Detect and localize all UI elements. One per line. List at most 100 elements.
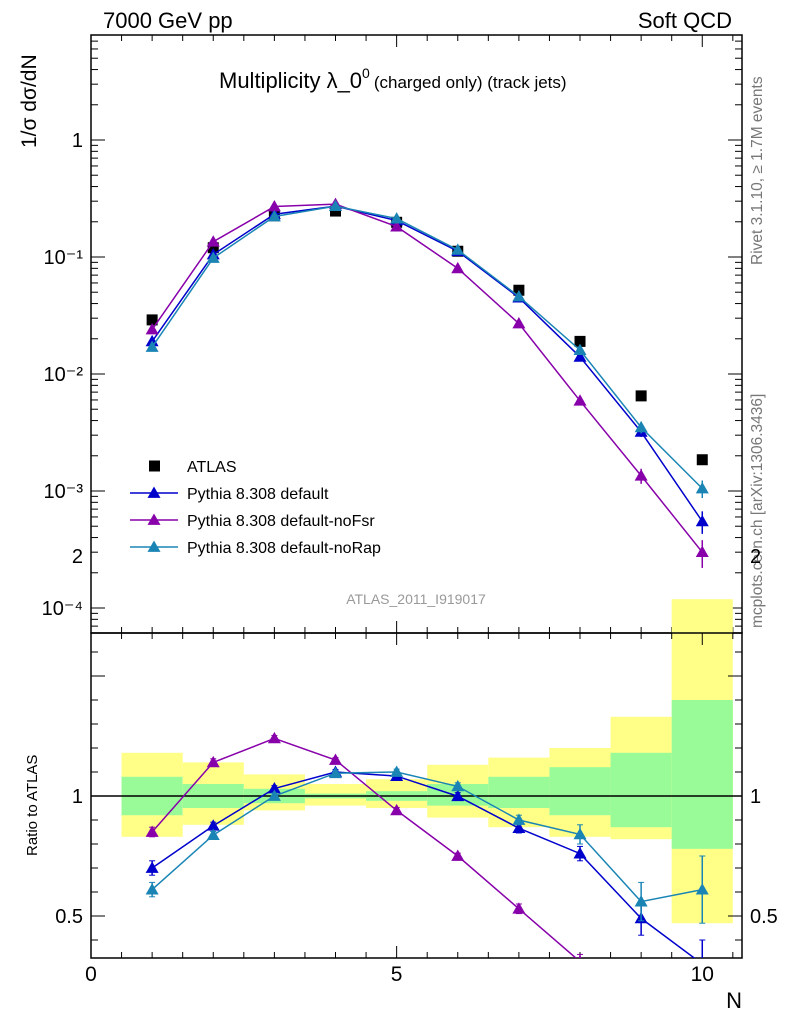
data-point bbox=[512, 317, 526, 329]
data-point bbox=[634, 420, 648, 433]
y-tick-label-right: 1 bbox=[750, 786, 761, 808]
data-point bbox=[145, 323, 159, 335]
data-point bbox=[635, 979, 648, 990]
ylabel-ratio: Ratio to ATLAS bbox=[24, 755, 41, 856]
data-point bbox=[390, 212, 404, 224]
data-point bbox=[695, 883, 709, 895]
stat-uncertainty-band bbox=[549, 767, 611, 816]
series-3 bbox=[145, 199, 709, 499]
series-0 bbox=[146, 205, 708, 466]
data-point bbox=[267, 731, 281, 744]
analysis-tag: ATLAS_2011_I919017 bbox=[346, 591, 486, 607]
series-line bbox=[151, 771, 703, 903]
data-point bbox=[206, 755, 220, 768]
data-point bbox=[573, 343, 587, 355]
data-point bbox=[574, 335, 586, 347]
y-tick-label: 10⁻⁴ bbox=[42, 598, 83, 620]
x-tick-label: 10 bbox=[691, 963, 714, 986]
plot-title-main: Multiplicity λ_0 bbox=[219, 68, 362, 93]
ratio-series-1 bbox=[145, 731, 709, 1002]
series-line bbox=[151, 737, 577, 958]
data-point bbox=[512, 289, 526, 302]
data-point bbox=[578, 955, 582, 958]
plot-title-sup: 0 bbox=[362, 65, 370, 81]
data-point bbox=[145, 340, 159, 352]
data-point bbox=[695, 482, 709, 494]
legend-label: Pythia 8.308 default bbox=[187, 486, 329, 503]
data-point bbox=[267, 782, 281, 794]
data-point bbox=[145, 825, 159, 837]
legend-marker bbox=[147, 486, 161, 498]
legend-entry: Pythia 8.308 default-noFsr bbox=[130, 513, 375, 530]
header-right: Soft QCD bbox=[638, 8, 732, 33]
x-tick-label: 0 bbox=[85, 963, 97, 986]
data-point bbox=[206, 819, 220, 831]
legend-marker bbox=[147, 540, 161, 552]
y-tick-label: 2 bbox=[72, 546, 83, 568]
data-point bbox=[390, 220, 404, 232]
stat-uncertainty-band bbox=[671, 700, 733, 849]
main-plot: 10⁻⁴ 10⁻³ 10⁻² 10⁻¹ 1 bbox=[42, 34, 743, 634]
data-point bbox=[573, 847, 587, 859]
data-point bbox=[696, 991, 709, 1002]
data-point bbox=[701, 957, 703, 958]
legend-label: Pythia 8.308 default-noFsr bbox=[187, 513, 375, 530]
legend: ATLAS Pythia 8.308 default Pythia 8.308 de… bbox=[130, 459, 381, 557]
data-point bbox=[390, 765, 404, 777]
data-point bbox=[206, 251, 220, 263]
data-point bbox=[206, 828, 220, 840]
y-tick-label: 1 bbox=[72, 130, 83, 152]
data-point bbox=[512, 902, 526, 914]
data-point bbox=[329, 766, 343, 779]
ylabel-main: 1/σ dσ/dN bbox=[18, 54, 41, 148]
data-point bbox=[207, 242, 219, 254]
series-line bbox=[151, 771, 696, 958]
series-line bbox=[151, 205, 703, 522]
series-line bbox=[151, 205, 703, 490]
data-point bbox=[635, 390, 647, 402]
y-tick-label: 10⁻¹ bbox=[44, 247, 84, 269]
data-point bbox=[267, 789, 281, 801]
data-point bbox=[634, 469, 648, 481]
data-point bbox=[451, 261, 465, 274]
xlabel: N bbox=[726, 988, 742, 1013]
data-point bbox=[696, 454, 708, 466]
data-point bbox=[329, 753, 343, 765]
y-tick-label-right: 2 bbox=[750, 546, 761, 568]
plot-title-suffix: (charged only) (track jets) bbox=[374, 73, 567, 92]
ratio-series-2 bbox=[145, 765, 709, 924]
data-point bbox=[329, 199, 343, 212]
plot-title: Multiplicity λ_00 (charged only) (track j… bbox=[219, 65, 567, 93]
data-point bbox=[267, 200, 281, 212]
data-point bbox=[695, 545, 709, 558]
data-point bbox=[267, 209, 281, 222]
data-point bbox=[695, 514, 709, 527]
data-point bbox=[145, 883, 159, 895]
series-line bbox=[151, 203, 703, 553]
data-point bbox=[330, 205, 342, 217]
stat-uncertainty-band bbox=[610, 752, 672, 828]
data-point bbox=[206, 235, 220, 247]
y-tick-label: 10⁻² bbox=[44, 364, 84, 386]
data-point bbox=[145, 861, 159, 873]
legend-label: Pythia 8.308 default-noRap bbox=[187, 540, 381, 557]
data-point bbox=[512, 821, 526, 834]
y-tick-label: 0.5 bbox=[55, 906, 83, 928]
data-point bbox=[451, 779, 465, 792]
data-point bbox=[146, 314, 158, 326]
legend-entry: Pythia 8.308 default bbox=[130, 486, 329, 503]
data-point bbox=[573, 394, 587, 406]
data-point bbox=[573, 827, 587, 840]
data-point bbox=[451, 849, 465, 861]
x-tick-label: 5 bbox=[391, 963, 403, 986]
data-point bbox=[451, 789, 465, 802]
legend-label: ATLAS bbox=[187, 459, 237, 476]
side-label-source: mcplots.cern.ch [arXiv:1306.3436] bbox=[749, 394, 766, 628]
ratio-series-group bbox=[145, 731, 709, 1002]
series-1 bbox=[145, 199, 709, 534]
stat-uncertainty-band bbox=[488, 776, 550, 808]
y-tick-label: 1 bbox=[72, 786, 83, 808]
data-point bbox=[390, 803, 404, 816]
data-point bbox=[573, 350, 587, 362]
